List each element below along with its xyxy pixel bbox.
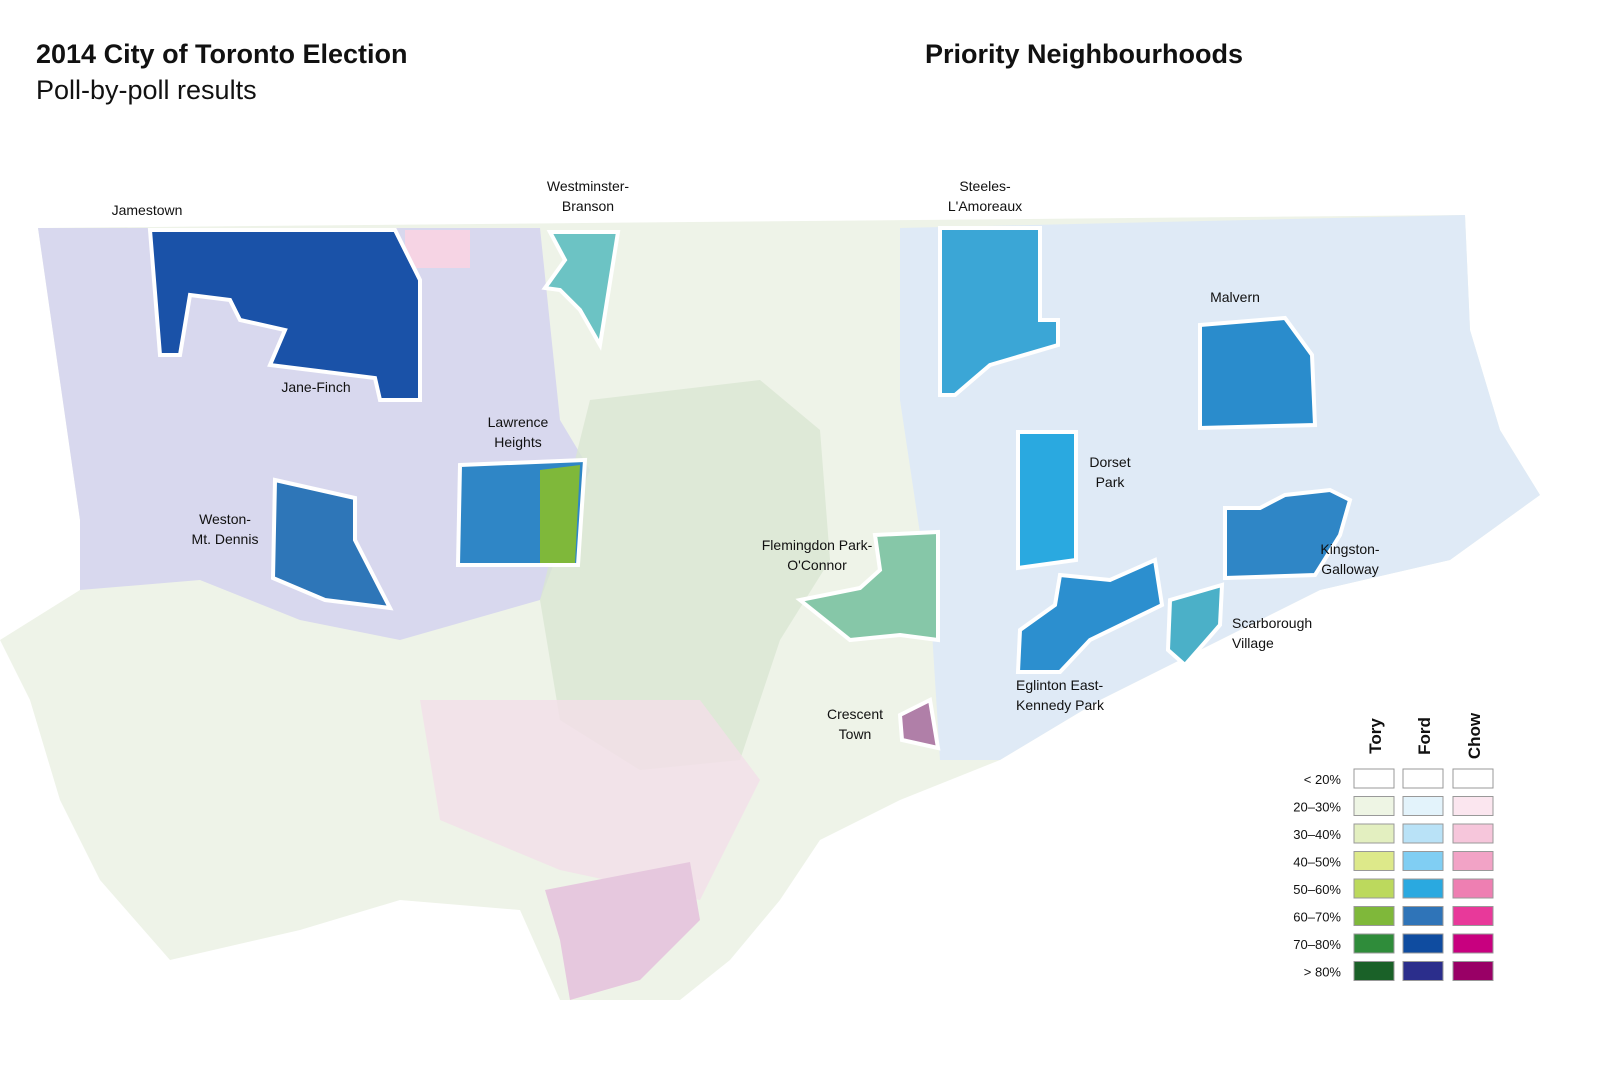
legend: Tory Ford Chow < 20% 20–30% 30–40% 40–50% 50–60… bbox=[1293, 712, 1494, 981]
area-malvern bbox=[1198, 315, 1318, 431]
subtitle: Poll-by-poll results bbox=[36, 75, 257, 105]
neighbourhood-label: Dorset bbox=[1089, 454, 1130, 470]
neighbourhood-label: Town bbox=[839, 726, 872, 742]
neighbourhood-shapes bbox=[147, 226, 1353, 751]
neighbourhood-label: Steeles- bbox=[959, 178, 1011, 194]
area-westminster bbox=[541, 230, 621, 351]
neighbourhood-label: L'Amoreaux bbox=[948, 198, 1022, 214]
base-map bbox=[0, 215, 1540, 1000]
region-patch bbox=[405, 230, 470, 268]
neighbourhood-label: Branson bbox=[562, 198, 614, 214]
area-eglinton bbox=[1015, 557, 1165, 674]
legend-swatch bbox=[1353, 961, 1395, 981]
legend-swatch bbox=[1402, 906, 1444, 926]
legend-swatch bbox=[1402, 851, 1444, 871]
area-kingston bbox=[1223, 487, 1353, 581]
legend-swatch bbox=[1452, 878, 1494, 899]
neighbourhood-label: Westminster- bbox=[547, 178, 630, 194]
legend-swatch bbox=[1452, 906, 1494, 926]
legend-swatch bbox=[1402, 768, 1444, 789]
area-dorset bbox=[1016, 430, 1078, 571]
neighbourhood-label: Heights bbox=[494, 434, 541, 450]
legend-swatch bbox=[1353, 906, 1395, 926]
legend-swatch bbox=[1452, 851, 1494, 871]
legend-swatch bbox=[1353, 823, 1395, 844]
neighbourhood-labels: Jamestown Westminster- Branson Steeles- L'Am… bbox=[112, 178, 1380, 742]
legend-row-label: 40–50% bbox=[1293, 855, 1341, 870]
title: 2014 City of Toronto Election bbox=[36, 39, 408, 69]
area-weston bbox=[270, 477, 394, 611]
neighbourhood-label: Jane-Finch bbox=[281, 379, 350, 395]
neighbourhood-label: Flemingdon Park- bbox=[762, 537, 873, 553]
legend-swatch bbox=[1452, 796, 1494, 816]
legend-swatch bbox=[1353, 796, 1395, 816]
legend-row-label: 30–40% bbox=[1293, 827, 1341, 842]
neighbourhood-label: O'Connor bbox=[787, 557, 847, 573]
legend-swatch bbox=[1402, 878, 1444, 899]
neighbourhood-label: Malvern bbox=[1210, 289, 1260, 305]
legend-swatch bbox=[1452, 933, 1494, 954]
area-jamestown-jane-finch bbox=[147, 228, 422, 402]
neighbourhood-label: Scarborough bbox=[1232, 615, 1312, 631]
legend-row-label: 70–80% bbox=[1293, 937, 1341, 952]
legend-swatch bbox=[1353, 878, 1395, 899]
area-lawrence-part bbox=[540, 465, 580, 563]
area-flemingdon bbox=[795, 529, 940, 643]
legend-row-label: 60–70% bbox=[1293, 910, 1341, 925]
area-crescent bbox=[897, 697, 941, 751]
legend-row-label: 50–60% bbox=[1293, 882, 1341, 897]
legend-column-header: Chow bbox=[1465, 712, 1484, 759]
legend-swatch bbox=[1402, 796, 1444, 816]
neighbourhood-label: Eglinton East- bbox=[1016, 677, 1103, 693]
legend-column-header: Ford bbox=[1415, 717, 1434, 755]
legend-swatch bbox=[1452, 961, 1494, 981]
area-steeles bbox=[938, 226, 1060, 397]
neighbourhood-label: Kennedy Park bbox=[1016, 697, 1105, 713]
legend-swatch bbox=[1452, 768, 1494, 789]
legend-row-label: > 80% bbox=[1304, 965, 1342, 980]
legend-row-label: 20–30% bbox=[1293, 800, 1341, 815]
section-title: Priority Neighbourhoods bbox=[925, 39, 1243, 69]
legend-swatch bbox=[1402, 823, 1444, 844]
legend-swatch bbox=[1353, 851, 1395, 871]
neighbourhood-label: Kingston- bbox=[1320, 541, 1379, 557]
legend-column-header: Tory bbox=[1366, 718, 1385, 754]
legend-row-label: < 20% bbox=[1304, 772, 1342, 787]
area-scarborough bbox=[1165, 582, 1225, 668]
neighbourhood-label: Mt. Dennis bbox=[192, 531, 259, 547]
neighbourhood-label: Village bbox=[1232, 635, 1274, 651]
region-south bbox=[420, 700, 760, 900]
neighbourhood-label: Park bbox=[1096, 474, 1126, 490]
neighbourhood-label: Lawrence bbox=[488, 414, 549, 430]
region-centre bbox=[540, 380, 830, 770]
legend-swatch bbox=[1353, 768, 1395, 789]
legend-swatch bbox=[1452, 823, 1494, 844]
legend-swatch bbox=[1402, 933, 1444, 954]
island bbox=[545, 862, 700, 1000]
legend-swatch bbox=[1353, 933, 1395, 954]
neighbourhood-label: Crescent bbox=[827, 706, 883, 722]
neighbourhood-label: Jamestown bbox=[112, 202, 183, 218]
neighbourhood-label: Weston- bbox=[199, 511, 251, 527]
legend-swatch bbox=[1402, 961, 1444, 981]
neighbourhood-label: Galloway bbox=[1321, 561, 1379, 577]
